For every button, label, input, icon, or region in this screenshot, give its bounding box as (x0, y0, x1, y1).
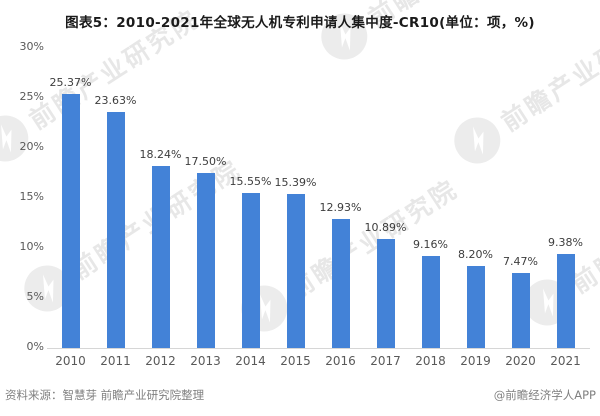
bar-value-label: 8.20% (458, 248, 493, 261)
bar-2016 (331, 218, 350, 348)
bar-value-label: 23.63% (94, 93, 137, 107)
x-tick-label: 2017 (370, 354, 401, 368)
bar-column-2018: 9.16% (408, 48, 453, 348)
y-tick-label: 30% (19, 40, 44, 53)
y-tick-label: 15% (19, 190, 44, 203)
bar-value-label: 9.38% (548, 236, 583, 250)
y-tick-label: 0% (26, 340, 44, 353)
credit-note: @前瞻经济学人APP (493, 388, 596, 402)
x-tick-label: 2018 (415, 354, 446, 368)
bar-2015 (286, 194, 305, 348)
x-tick-label: 2014 (235, 354, 266, 368)
bar-value-label: 15.39% (274, 176, 317, 190)
x-tick-label: 2016 (325, 354, 356, 368)
bars-area: 25.37% 23.63% 18.24% 17.50% 15.55% 15.39% 12.9… (48, 48, 588, 348)
bar-value-label: 7.47% (503, 255, 538, 269)
x-tick-label: 2012 (145, 354, 176, 368)
bar-2013 (196, 173, 215, 348)
bar-value-label: 12.93% (319, 200, 362, 214)
bar-2017 (376, 239, 395, 348)
bar-column-2014: 15.55% (228, 48, 273, 348)
bar-column-2013: 17.50% (183, 48, 228, 348)
bar-column-2016: 12.93% (318, 48, 363, 348)
bar-value-label: 25.37% (49, 76, 92, 90)
bar-value-label: 15.55% (229, 174, 272, 188)
bar-2012 (151, 165, 170, 348)
x-axis-labels: 2010 2011 2012 2013 2014 2015 2016 2017 2018 2019… (48, 354, 588, 368)
bar-2014 (241, 192, 260, 348)
y-tick-label: 20% (19, 140, 44, 153)
bar-value-label: 9.16% (413, 238, 448, 252)
bar-2019 (466, 266, 485, 348)
y-axis: 30% 25% 20% 15% 10% 5% 0% (0, 40, 44, 360)
y-tick-label: 10% (19, 240, 44, 253)
x-tick-label: 2013 (190, 354, 221, 368)
chart-title: 图表5：2010-2021年全球无人机专利申请人集中度-CR10(单位：项，%) (65, 15, 535, 31)
x-tick-label: 2015 (280, 354, 311, 368)
bar-value-label: 18.24% (139, 147, 182, 161)
source-note: 资料来源：智慧芽 前瞻产业研究院整理 (5, 388, 205, 402)
bar-2010 (61, 94, 80, 348)
x-tick-label: 2019 (460, 354, 491, 368)
plot-area: 25.37% 23.63% 18.24% 17.50% 15.55% 15.39% 12.9… (48, 48, 588, 348)
bar-value-label: 17.50% (184, 155, 227, 168)
y-tick-label: 5% (26, 290, 44, 303)
bar-column-2021: 9.38% (543, 48, 588, 348)
bar-2020 (511, 273, 530, 348)
bar-column-2019: 8.20% (453, 48, 498, 348)
bar-value-label: 10.89% (364, 221, 407, 235)
x-tick-label: 2011 (100, 354, 131, 368)
bar-column-2011: 23.63% (93, 48, 138, 348)
x-tick-label: 2020 (505, 354, 536, 368)
bar-column-2017: 10.89% (363, 48, 408, 348)
x-axis-line (47, 348, 590, 349)
bar-2011 (106, 111, 125, 348)
bar-column-2010: 25.37% (48, 48, 93, 348)
bar-2021 (556, 254, 575, 348)
bar-2018 (421, 256, 440, 348)
x-tick-label: 2021 (550, 354, 581, 368)
bar-column-2012: 18.24% (138, 48, 183, 348)
y-tick-label: 25% (19, 90, 44, 103)
bar-column-2015: 15.39% (273, 48, 318, 348)
x-tick-label: 2010 (55, 354, 86, 368)
bar-column-2020: 7.47% (498, 48, 543, 348)
